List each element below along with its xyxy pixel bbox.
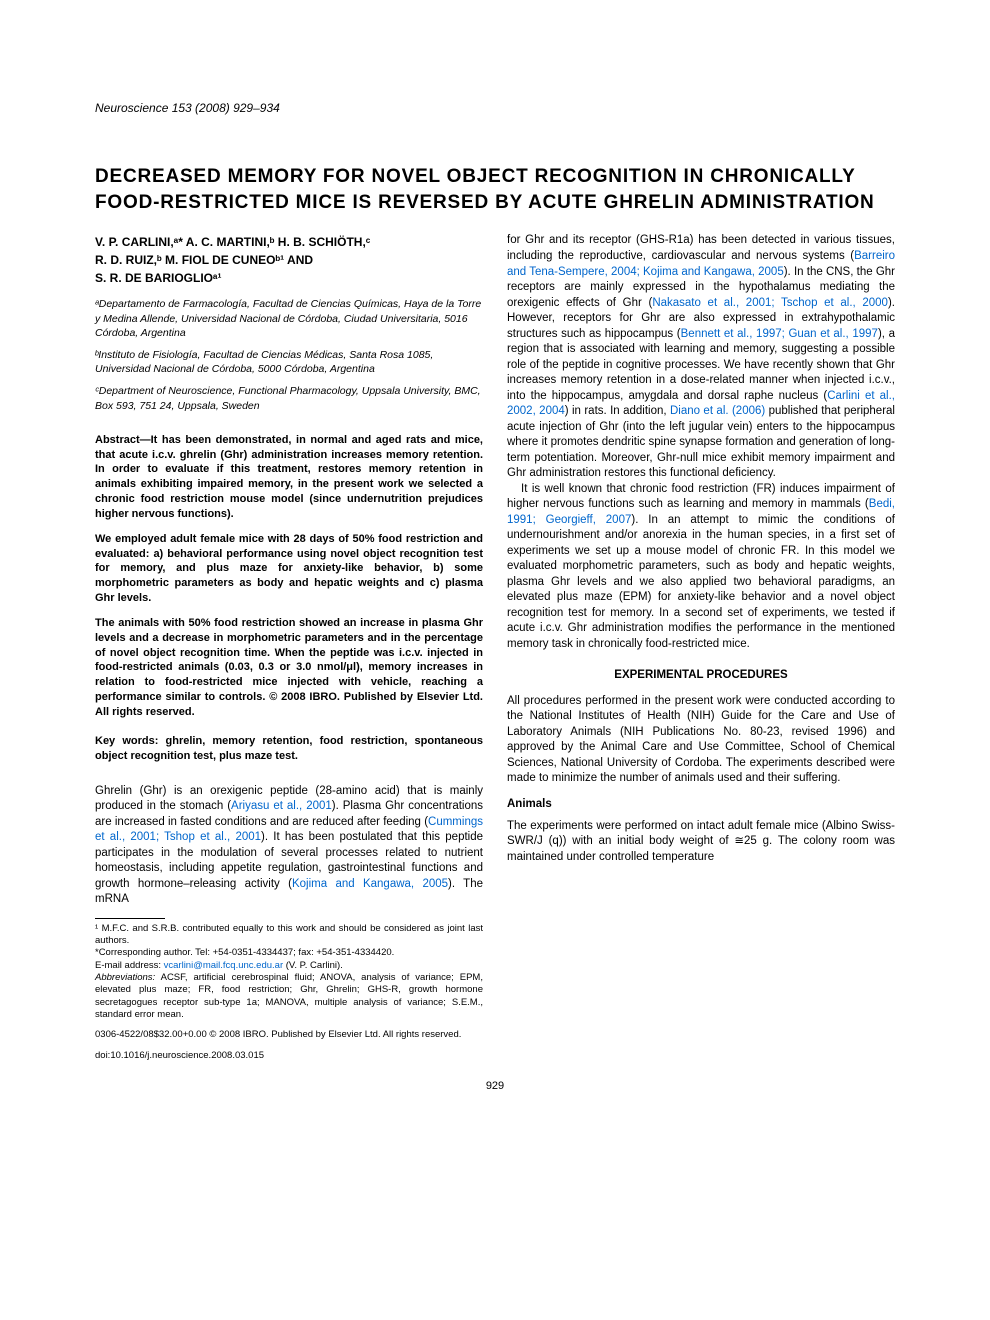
citation-link[interactable]: Diano et al. (2006) <box>670 405 765 417</box>
authors-line: V. P. CARLINI,ᵃ* A. C. MARTINI,ᵇ H. B. S… <box>95 235 370 249</box>
doi-line: doi:10.1016/j.neuroscience.2008.03.015 <box>95 1050 895 1063</box>
animals-text: The experiments were performed on intact… <box>507 819 895 866</box>
citation-link[interactable]: Nakasato et al., 2001; Tschop et al., 20… <box>652 297 888 309</box>
citation-link[interactable]: Bennett et al., 1997; Guan et al., 1997 <box>681 328 878 340</box>
body-text: ). In an attempt to mimic the conditions… <box>507 514 895 650</box>
footnote-rule <box>95 918 165 919</box>
abstract-paragraph: Abstract—It has been demonstrated, in no… <box>95 433 483 522</box>
authors-line: S. R. DE BARIOGLIOᵃ¹ <box>95 271 222 285</box>
copyright-line: 0306-4522/08$32.00+0.00 © 2008 IBRO. Pub… <box>95 1029 895 1042</box>
footnote-contribution: ¹ M.F.C. and S.R.B. contributed equally … <box>95 923 483 948</box>
citation-link[interactable]: Ariyasu et al., 2001 <box>231 800 332 812</box>
journal-citation: Neuroscience 153 (2008) 929–934 <box>95 100 895 116</box>
footnote-corresponding: *Corresponding author. Tel: +54-0351-433… <box>95 947 483 959</box>
animals-paragraph: The experiments were performed on intact… <box>507 819 895 866</box>
two-column-layout: V. P. CARLINI,ᵃ* A. C. MARTINI,ᵇ H. B. S… <box>95 233 895 1021</box>
authors-block: V. P. CARLINI,ᵃ* A. C. MARTINI,ᵇ H. B. S… <box>95 233 483 287</box>
footnote-abbreviations: Abbreviations: ACSF, artificial cerebros… <box>95 972 483 1021</box>
email-link[interactable]: vcarlini@mail.fcq.unc.edu.ar <box>164 960 283 971</box>
authors-line: R. D. RUIZ,ᵇ M. FIOL DE CUNEOᵇ¹ AND <box>95 253 313 267</box>
section-heading-methods: EXPERIMENTAL PROCEDURES <box>507 668 895 684</box>
body-text: for Ghr and its receptor (GHS-R1a) has b… <box>507 234 895 262</box>
keywords-line: Key words: ghrelin, memory retention, fo… <box>95 734 483 764</box>
abstract-block: Abstract—It has been demonstrated, in no… <box>95 433 483 720</box>
footnote-label: E-mail address: <box>95 960 164 971</box>
footnote-text: (V. P. Carlini). <box>283 960 343 971</box>
footnote-email: E-mail address: vcarlini@mail.fcq.unc.ed… <box>95 960 483 972</box>
article-title: DECREASED MEMORY FOR NOVEL OBJECT RECOGN… <box>95 164 895 215</box>
subsection-heading-animals: Animals <box>507 797 895 813</box>
abstract-paragraph: The animals with 50% food restriction sh… <box>95 616 483 720</box>
methods-text: All procedures performed in the present … <box>507 694 895 787</box>
body-continuation: for Ghr and its receptor (GHS-R1a) has b… <box>507 233 895 652</box>
footnote-block: ¹ M.F.C. and S.R.B. contributed equally … <box>95 923 483 1022</box>
abbreviations-label: Abbreviations: <box>95 972 155 983</box>
affiliation-b: ᵇInstituto de Fisiología, Facultad de Ci… <box>95 348 483 376</box>
intro-paragraph: Ghrelin (Ghr) is an orexigenic peptide (… <box>95 784 483 908</box>
affiliation-a: ᵃDepartamento de Farmacología, Facultad … <box>95 297 483 340</box>
body-text: It is well known that chronic food restr… <box>507 483 895 511</box>
page-number: 929 <box>95 1079 895 1094</box>
body-text: ) in rats. In addition, <box>565 405 670 417</box>
affiliation-c: ᶜDepartment of Neuroscience, Functional … <box>95 384 483 412</box>
left-column: V. P. CARLINI,ᵃ* A. C. MARTINI,ᵇ H. B. S… <box>95 233 483 1021</box>
right-column: for Ghr and its receptor (GHS-R1a) has b… <box>507 233 895 1021</box>
abstract-paragraph: We employed adult female mice with 28 da… <box>95 532 483 606</box>
citation-link[interactable]: Kojima and Kangawa, 2005 <box>292 878 448 890</box>
methods-paragraph: All procedures performed in the present … <box>507 694 895 787</box>
